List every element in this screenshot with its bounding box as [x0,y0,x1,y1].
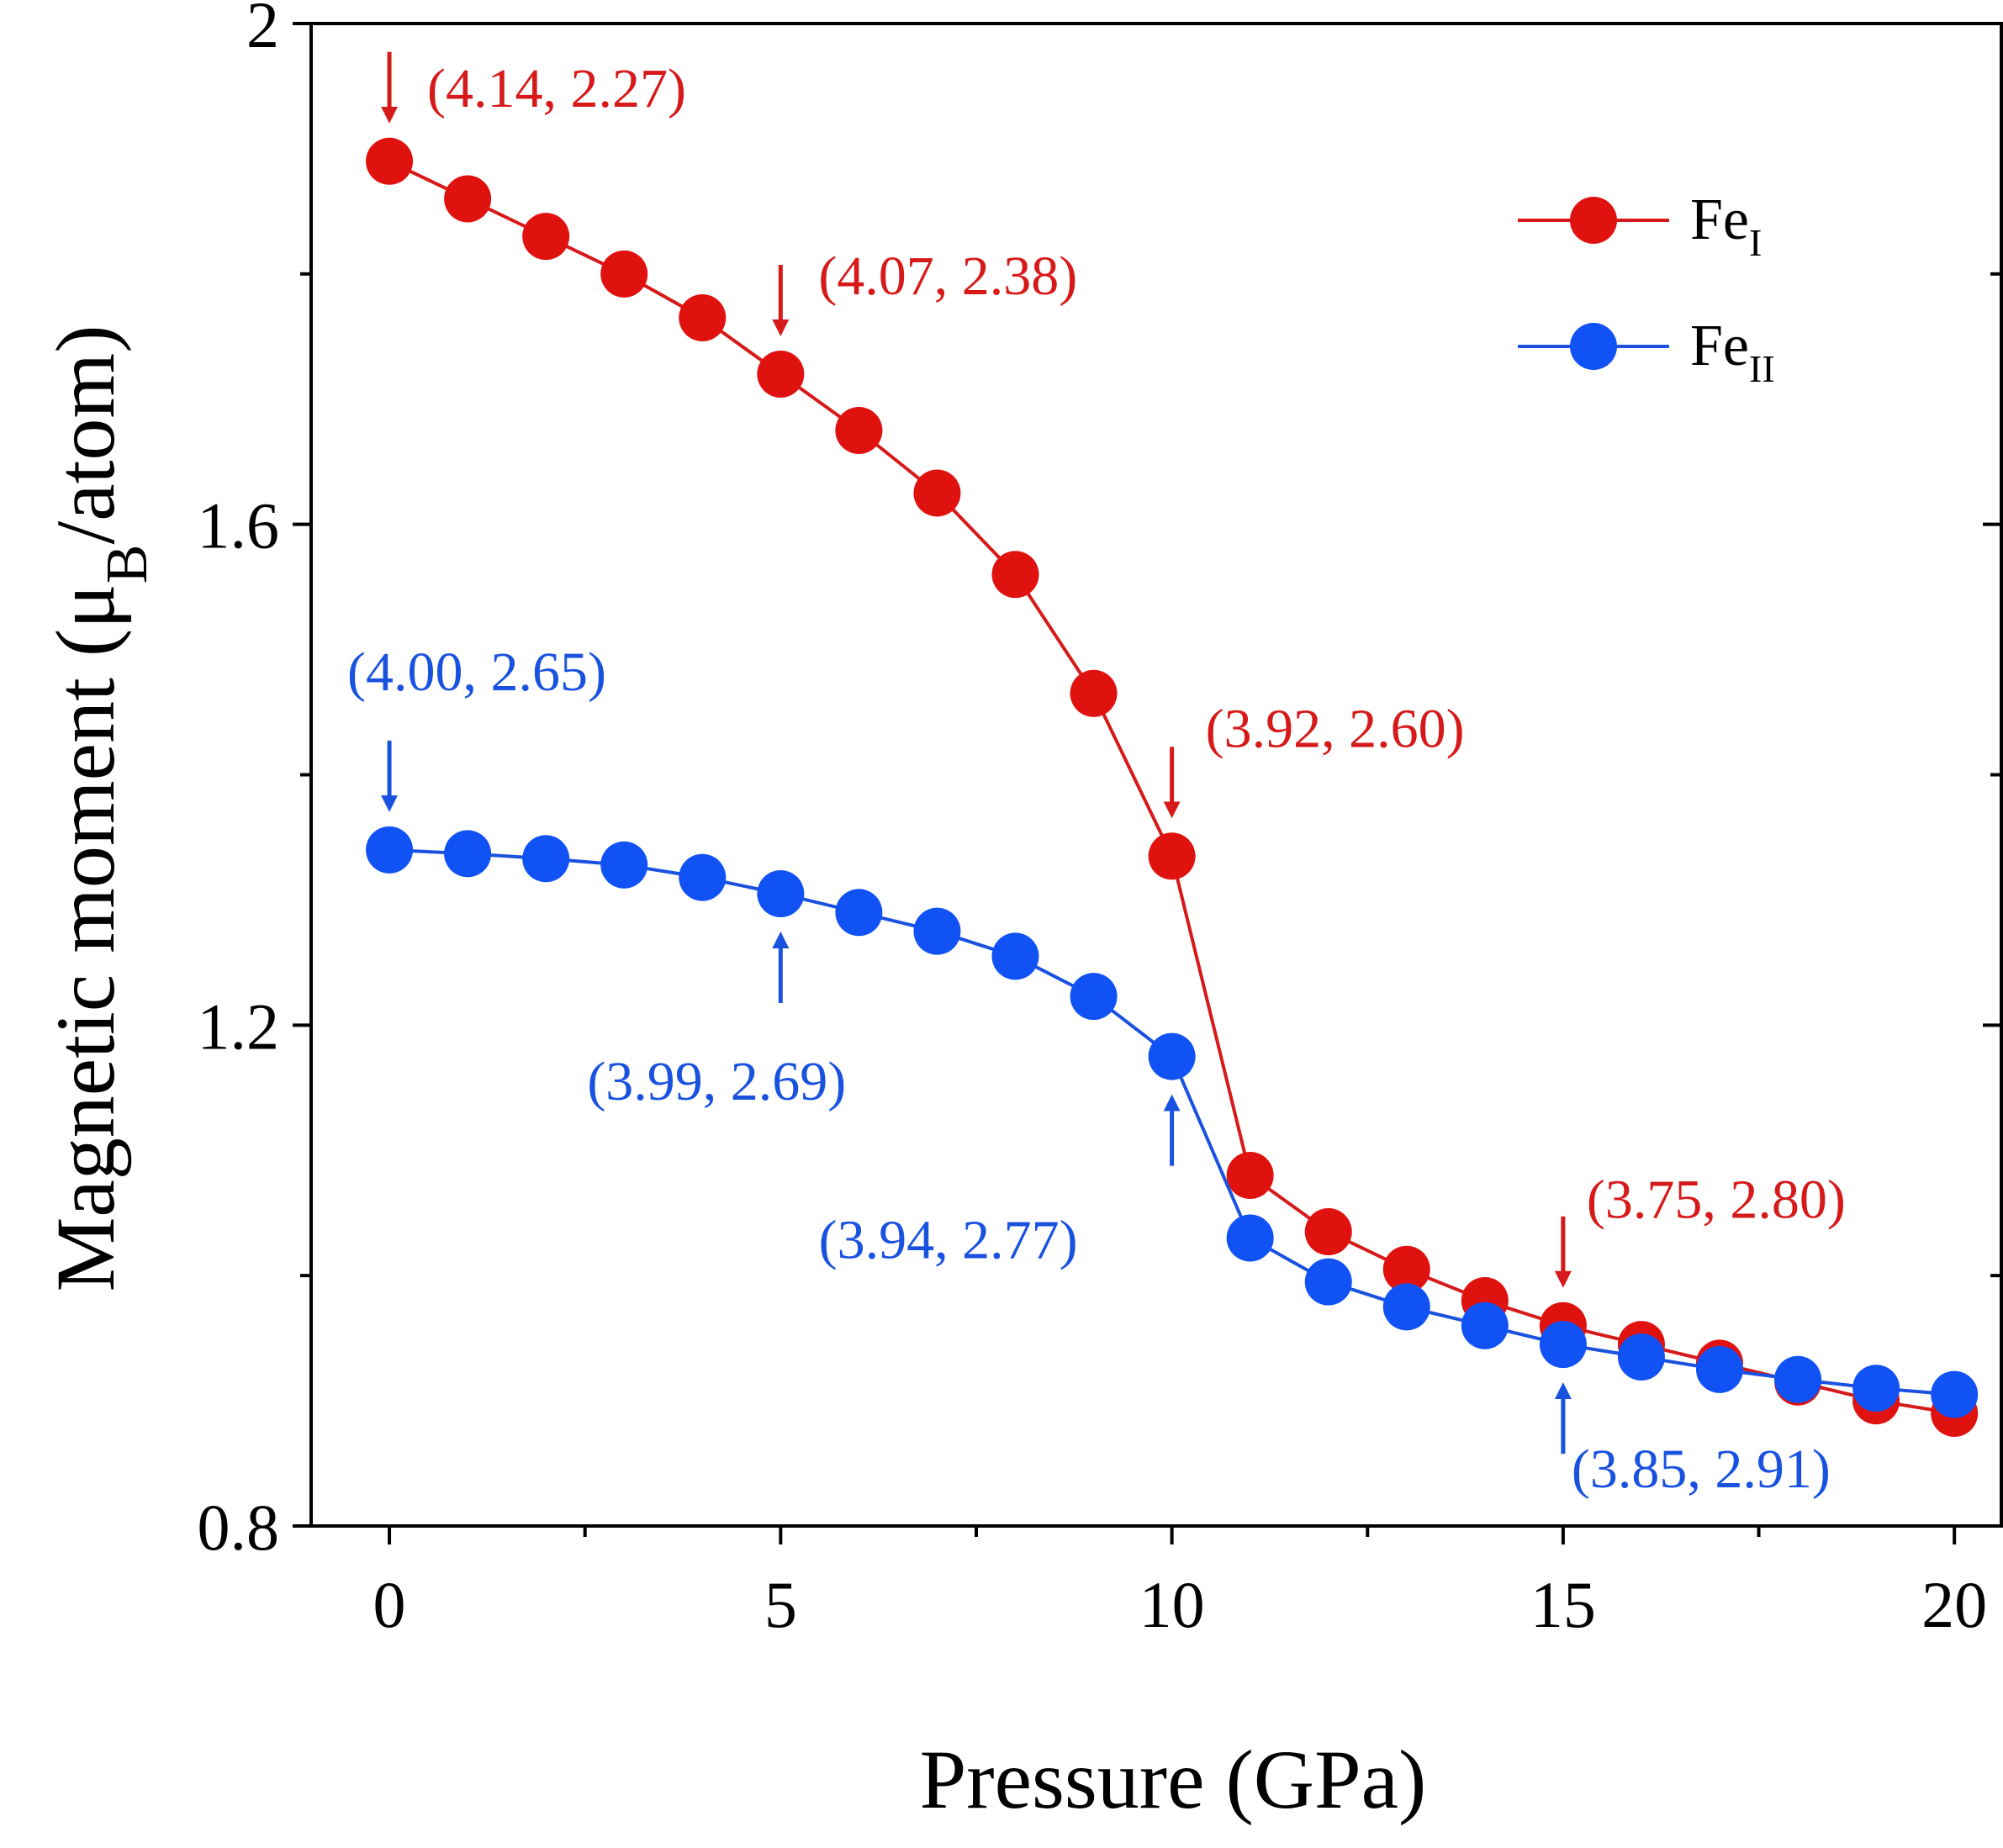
annotation: (4.00, 2.65) [347,642,606,812]
legend-label-sub: I [1749,221,1762,264]
annotation-label: (4.00, 2.65) [347,642,606,703]
annotation: (3.85, 2.91) [1554,1382,1831,1500]
x-axis-title: Pressure (GPa) [920,1733,1427,1826]
data-point [1382,1283,1430,1331]
annotation: (3.92, 2.60) [1163,698,1465,819]
y-axis-title: Magnetic moment (μB/atom) [39,325,160,1291]
data-point [991,551,1039,599]
annotation-label: (3.92, 2.60) [1206,698,1465,759]
annotation: (4.14, 2.27) [381,51,686,124]
data-point [991,932,1039,980]
data-point [1226,1214,1274,1262]
y-axis-title-main: Magnetic moment (μ [39,583,132,1291]
annotations: (4.14, 2.27) (4.07, 2.38) (3.92, 2.60) (3.7… [347,51,1846,1500]
data-point [366,137,414,185]
data-point [1461,1302,1509,1349]
y-tick-label: 1.2 [198,990,280,1063]
data-point [600,841,648,889]
data-point [1304,1208,1352,1256]
data-point [1931,1370,1979,1418]
legend-label: FeII [1690,314,1775,390]
data-point [757,869,805,917]
y-tick-label: 1.6 [198,489,280,562]
x-tick-label: 20 [1921,1568,1987,1641]
data-point [1070,669,1118,717]
data-point [913,907,961,955]
data-point [1852,1365,1900,1412]
legend-label-main: Fe [1690,314,1749,378]
x-tick-label: 10 [1139,1568,1205,1641]
annotation: (3.75, 2.80) [1554,1170,1846,1288]
axis-ticks: 0 5 10 15 20 0.8 1.2 1.6 2 [198,0,2001,1641]
x-tick-label: 5 [764,1568,797,1641]
data-point [1148,832,1196,880]
data-point [679,293,727,341]
data-point [1539,1321,1587,1369]
series-fe-ii [366,826,1979,1418]
legend-label-sub: II [1749,347,1775,390]
legend-marker [1570,323,1617,370]
data-point [600,250,648,298]
legend-item-fe-ii: FeII [1518,314,1775,390]
annotation-label: (4.14, 2.27) [427,58,686,119]
data-point [835,889,883,937]
data-point [1774,1355,1822,1403]
annotation: (4.07, 2.38) [772,246,1077,336]
annotation-label: (3.85, 2.91) [1572,1439,1831,1500]
annotation: (3.94, 2.77) [819,1094,1181,1271]
legend-label: FeI [1690,187,1762,264]
x-tick-label: 15 [1530,1568,1596,1641]
series-layer [366,137,1979,1437]
y-axis-title-tail: /atom) [39,325,132,544]
legend-marker [1570,197,1617,244]
annotation: (3.99, 2.69) [587,931,846,1112]
data-point [1617,1333,1665,1381]
data-point [444,175,492,223]
data-point [1696,1345,1743,1393]
data-point [1382,1245,1430,1293]
data-point [757,350,805,398]
data-point [1304,1258,1352,1306]
data-point [913,469,961,517]
y-axis-title-sub: B [95,545,160,584]
data-point [522,213,570,261]
annotation-label: (4.07, 2.38) [818,246,1077,307]
legend-label-main: Fe [1690,187,1749,252]
data-point [1070,973,1118,1021]
data-point [366,826,414,874]
y-tick-label: 2 [246,0,279,61]
x-tick-label: 0 [373,1568,406,1641]
data-point [1148,1032,1196,1080]
data-point [1226,1152,1274,1200]
legend-item-fe-i: FeI [1518,187,1762,264]
data-point [679,853,727,901]
annotation-label: (3.99, 2.69) [587,1051,846,1112]
annotation-label: (3.94, 2.77) [819,1210,1078,1271]
data-point [522,835,570,883]
data-point [444,830,492,878]
annotation-label: (3.75, 2.80) [1587,1170,1846,1231]
y-tick-label: 0.8 [198,1491,280,1564]
data-point [835,406,883,454]
